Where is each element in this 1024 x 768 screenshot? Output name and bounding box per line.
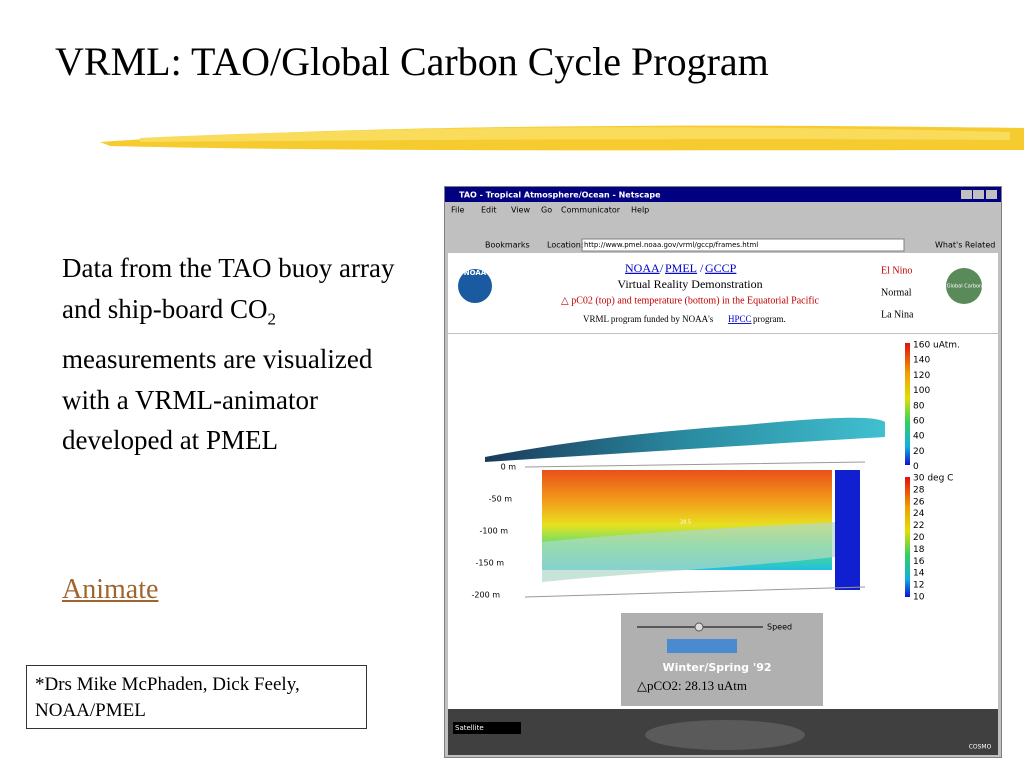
temperature-scale-label: 16 [913, 557, 925, 567]
subscript: 2 [267, 308, 276, 328]
body-text: Data from the TAO buoy array and ship-bo… [62, 248, 412, 461]
header-link[interactable]: NOAA [625, 261, 660, 275]
whats-related[interactable]: What's Related [935, 241, 995, 250]
pco2-scale-label: 60 [913, 417, 925, 427]
funding-link[interactable]: HPCC [728, 314, 752, 324]
min-button[interactable] [961, 190, 972, 199]
location-label: Location: [547, 241, 584, 250]
temperature-colorbar [905, 477, 910, 597]
footnote-line: *Drs Mike McPhaden, Dick Feely, [35, 674, 300, 695]
menu-item[interactable]: Help [631, 206, 649, 215]
reading: △pCO2: 28.13 uAtm [637, 678, 747, 693]
depth-label: -150 m [476, 559, 505, 568]
temperature-scale-label: 22 [913, 521, 924, 531]
temperature-scale-label: 10 [913, 593, 925, 603]
brand: COSMO [969, 744, 992, 751]
separator: / [660, 261, 664, 275]
temperature-scale-label: 26 [913, 497, 925, 507]
menu-item[interactable]: View [511, 206, 530, 215]
browser-window: TAO - Tropical Atmosphere/Ocean - Netsca… [444, 186, 1002, 758]
menu-item[interactable]: Communicator [561, 206, 621, 215]
pco2-scale-label: 160 uAtm. [913, 341, 960, 351]
window-title: TAO - Tropical Atmosphere/Ocean - Netsca… [459, 191, 661, 200]
animate-link[interactable]: Animate [62, 574, 159, 605]
pco2-surface [485, 417, 885, 462]
temperature-scale-label: 24 [913, 509, 925, 519]
noaa-logo [458, 269, 492, 303]
temperature-scale-label: 18 [913, 545, 925, 555]
cold-strip [835, 470, 860, 590]
season-label: Winter/Spring '92 [662, 661, 771, 674]
temperature-scale-label: 28 [913, 485, 925, 495]
title-bar [445, 187, 1001, 202]
scenario-option[interactable]: El Nino [881, 265, 912, 276]
header-link[interactable]: GCCP [705, 261, 737, 275]
badge-text: NOAA Global Carbon Cycle [931, 284, 998, 290]
bookmarks[interactable]: Bookmarks [485, 241, 530, 250]
menu-item[interactable]: File [451, 206, 464, 215]
separator: / [700, 261, 704, 275]
scenario-option[interactable]: La Nina [881, 309, 914, 320]
browser-canvas: TAO - Tropical Atmosphere/Ocean - Netsca… [445, 187, 1001, 755]
footnote-line: NOAA/PMEL [35, 700, 146, 721]
pco2-scale-label: 120 [913, 371, 930, 381]
close-button[interactable] [986, 190, 997, 199]
funding: VRML program funded by NOAA's [583, 314, 714, 324]
depth-label: -50 m [489, 495, 513, 504]
status-field [453, 722, 521, 734]
header-link[interactable]: PMEL [665, 261, 697, 275]
slide-title: VRML: TAO/Global Carbon Cycle Program [55, 39, 769, 84]
pco2-scale-label: 40 [913, 432, 925, 442]
temperature-scale-label: 30 deg C [913, 474, 953, 484]
logo-text: NOAA [464, 269, 487, 277]
temperature-scale-label: 20 [913, 533, 925, 543]
url-field[interactable] [581, 238, 905, 252]
depth-label: -100 m [480, 527, 509, 536]
pco2-scale-label: 0 [913, 462, 919, 472]
header-description: △ pC02 (top) and temperature (bottom) in… [561, 295, 819, 306]
status: Satellite [455, 724, 484, 732]
speed-label: Speed [767, 623, 792, 632]
control-panel [621, 613, 823, 706]
menu-item[interactable]: Go [541, 206, 552, 215]
depth-label: 0 m [501, 463, 517, 472]
pco2-scale-label: 20 [913, 447, 925, 457]
slider-knob[interactable] [694, 622, 704, 632]
header-subtitle: Virtual Reality Demonstration [617, 277, 762, 291]
scenario-option[interactable]: Normal [881, 287, 912, 298]
url: http://www.pmel.noaa.gov/vrml/gccp/frame… [584, 241, 758, 249]
pco2-scale-label: 80 [913, 401, 925, 411]
temperature-scale-label: 12 [913, 581, 924, 591]
thermocline-surface [542, 522, 835, 582]
navigation-controls[interactable] [645, 720, 805, 750]
box-edge [524, 461, 866, 598]
page-header [448, 253, 998, 333]
body-part: Data from the TAO buoy array and ship-bo… [62, 253, 395, 324]
menu-item[interactable]: Edit [481, 206, 497, 215]
depth-label: -200 m [472, 591, 501, 600]
pco2-scale-label: 100 [913, 386, 930, 396]
pco2-colorbar [905, 343, 910, 465]
body-part: measurements are visualized with a VRML-… [62, 344, 373, 456]
brush-stroke [100, 125, 1024, 151]
temperature-scale-label: 14 [913, 569, 925, 579]
funding: program. [753, 314, 786, 324]
pco2-scale-label: 140 [913, 356, 930, 366]
gccp-badge [946, 268, 982, 304]
contour-label: 28.5 [680, 520, 691, 526]
max-button[interactable] [973, 190, 984, 199]
playback-buttons[interactable] [667, 639, 737, 653]
footnote: *Drs Mike McPhaden, Dick Feely, NOAA/PME… [26, 665, 367, 729]
